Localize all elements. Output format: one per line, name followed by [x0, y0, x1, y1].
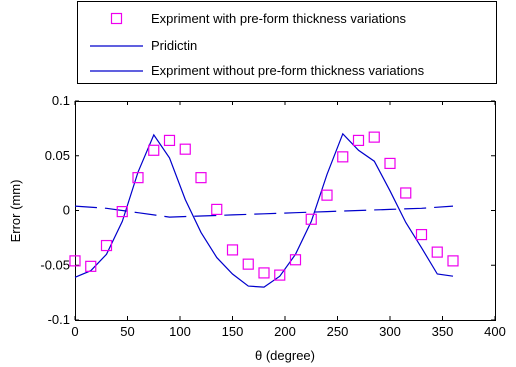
- data-point-with-variations: [163, 134, 176, 147]
- data-point-with-variations: [69, 255, 81, 267]
- x-tick-label: 200: [274, 324, 296, 339]
- y-tick-label: 0.05: [45, 148, 70, 163]
- data-point-with-variations: [116, 205, 128, 218]
- legend-square-marker-icon: [110, 12, 123, 25]
- data-point-with-variations: [179, 143, 191, 155]
- data-point-with-variations: [321, 189, 333, 201]
- x-tick-label: 0: [71, 324, 78, 339]
- data-point-with-variations: [195, 172, 207, 184]
- data-point-with-variations: [242, 258, 254, 270]
- data-point-with-variations: [368, 131, 380, 143]
- plot-area: [75, 101, 496, 321]
- legend: Expriment with pre-form thickness variat…: [77, 1, 497, 84]
- data-point-with-variations: [431, 246, 443, 258]
- data-point-with-variations: [148, 144, 160, 156]
- x-tick-label: 50: [120, 324, 134, 339]
- data-point-with-variations: [415, 228, 428, 241]
- legend-label-without-variations: Expriment without pre-form thickness var…: [151, 63, 425, 78]
- data-point-with-variations: [400, 187, 412, 199]
- legend-label-prediction: Pridictin: [151, 38, 197, 53]
- data-point-with-variations: [211, 203, 223, 216]
- y-tick-label: -0.05: [40, 257, 70, 272]
- x-tick-label: 350: [432, 324, 454, 339]
- y-tick-label: 0.1: [52, 93, 70, 108]
- legend-box: [77, 1, 497, 84]
- x-tick-label: 250: [327, 324, 349, 339]
- data-point-with-variations: [447, 255, 459, 267]
- x-tick-label: 300: [379, 324, 401, 339]
- data-point-with-variations: [337, 151, 349, 163]
- data-point-with-variations: [289, 254, 302, 266]
- y-axis-label: Error (mm): [8, 180, 23, 243]
- legend-label-with-variations: Expriment with pre-form thickness variat…: [151, 11, 407, 26]
- data-point-with-variations: [384, 157, 396, 170]
- data-point-with-variations: [100, 239, 113, 252]
- series-markers: [69, 131, 459, 281]
- x-tick-label: 400: [484, 324, 506, 339]
- y-tick-label: 0: [63, 203, 70, 218]
- x-axis-ticks: 0 50 100 150 200 250 300 350 400: [71, 101, 506, 339]
- data-point-with-variations: [226, 244, 239, 256]
- x-axis-label: θ (degree): [255, 348, 315, 363]
- series-line-without-variations: [74, 205, 454, 218]
- data-point-with-variations: [85, 260, 97, 272]
- y-tick-label: -0.1: [48, 312, 70, 327]
- x-tick-label: 150: [222, 324, 244, 339]
- data-point-with-variations: [258, 267, 270, 279]
- data-point-with-variations: [305, 213, 317, 225]
- y-axis-ticks: -0.1 -0.05 0 0.05 0.1: [40, 93, 495, 327]
- data-point-with-variations: [274, 269, 286, 281]
- data-point-with-variations: [132, 172, 144, 184]
- x-tick-label: 100: [169, 324, 191, 339]
- data-point-with-variations: [352, 134, 365, 147]
